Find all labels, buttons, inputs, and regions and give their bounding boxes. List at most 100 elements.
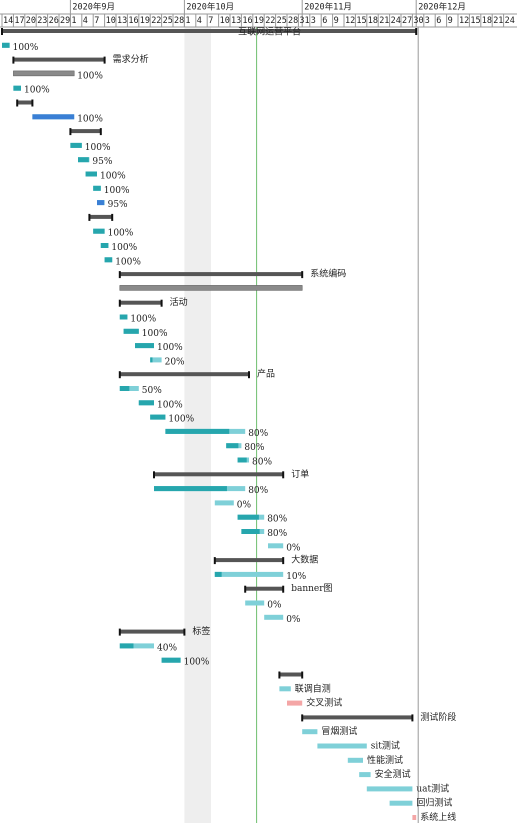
x-tick-label: 17 <box>14 16 24 26</box>
summary-label: banner图 <box>291 583 332 594</box>
progress-label: 100% <box>157 400 183 410</box>
x-tick-label: 22 <box>151 16 161 26</box>
x-tick-label: 29 <box>60 16 70 26</box>
task-progress <box>78 157 89 163</box>
x-tick-label: 26 <box>49 16 59 26</box>
x-tick-label: 22 <box>265 16 275 26</box>
task-label: 性能测试 <box>367 754 403 766</box>
task-progress <box>237 514 259 520</box>
progress-label: 0% <box>267 601 282 611</box>
x-tick-label: 6 <box>322 16 327 26</box>
task-bar <box>317 743 367 749</box>
task-progress <box>154 486 227 492</box>
x-tick-label: 30 <box>413 16 423 26</box>
x-tick-label: 21 <box>379 16 389 26</box>
summary-bar <box>119 300 162 305</box>
progress-label: 100% <box>77 71 103 81</box>
progress-label: 20% <box>165 357 185 367</box>
x-tick-label: 3 <box>425 16 430 26</box>
task-bar <box>302 729 318 735</box>
progress-label: 50% <box>142 386 162 396</box>
progress-label: 80% <box>244 443 264 453</box>
x-tick-label: 27 <box>402 16 412 26</box>
task-bar <box>389 800 413 806</box>
x-tick-label: 9 <box>448 16 453 26</box>
progress-label: 80% <box>267 515 287 525</box>
progress-label: 80% <box>252 458 272 468</box>
summary-bar <box>13 57 105 62</box>
summary-label: 互联网运营平台 <box>238 26 301 38</box>
progress-label: 80% <box>248 486 268 496</box>
x-tick-label: 9 <box>334 16 339 26</box>
task-label: 联调自测 <box>295 682 331 694</box>
x-tick-label: 13 <box>117 16 127 26</box>
progress-label: 0% <box>286 543 301 553</box>
summary-bar <box>279 672 303 677</box>
x-tick-label: 10 <box>106 16 116 26</box>
task-progress <box>135 343 154 349</box>
task-progress <box>93 185 101 191</box>
progress-label: 100% <box>130 315 156 325</box>
progress-label: 100% <box>157 343 183 353</box>
task-progress <box>97 200 105 206</box>
x-tick-label: 4 <box>197 16 202 26</box>
month-label: 2020年12月 <box>418 2 466 13</box>
task-progress <box>241 529 260 534</box>
summary-bar <box>154 472 284 477</box>
task-label: 冒烟测试 <box>321 725 357 737</box>
x-tick-label: 18 <box>482 16 492 26</box>
group-bar <box>13 70 75 77</box>
x-tick-label: 25 <box>277 16 287 26</box>
summary-bar <box>119 629 185 634</box>
task-bar <box>245 600 265 606</box>
x-tick-label: 10 <box>220 16 230 26</box>
progress-label: 100% <box>104 186 130 196</box>
progress-label: 80% <box>267 529 287 539</box>
task-bar <box>279 686 291 692</box>
x-tick-label: 28 <box>288 16 298 26</box>
summary-label: 系统编码 <box>310 268 346 280</box>
task-progress <box>150 414 166 420</box>
x-tick-label: 3 <box>311 16 316 26</box>
task-bar <box>214 500 234 506</box>
task-label: 回归测试 <box>416 797 452 809</box>
background-layer <box>184 27 419 823</box>
task-progress <box>161 657 181 663</box>
x-tick-label: 4 <box>83 16 88 26</box>
month-label: 2020年9月 <box>72 2 115 13</box>
x-tick-label: 15 <box>356 16 366 26</box>
task-bar <box>214 571 284 577</box>
month-label: 2020年10月 <box>186 2 234 13</box>
x-tick-label: 25 <box>163 16 173 26</box>
summary-bar <box>17 100 33 105</box>
summary-bar <box>70 129 101 134</box>
x-tick-label: 16 <box>242 16 252 26</box>
progress-label: 95% <box>108 200 128 210</box>
task-progress <box>138 400 154 406</box>
progress-label: 100% <box>115 257 141 267</box>
x-tick-label: 23 <box>37 16 47 26</box>
progress-label: 0% <box>237 500 252 510</box>
task-progress <box>32 114 75 120</box>
task-progress <box>226 443 239 449</box>
summary-label: 标签 <box>192 625 210 637</box>
task-bar <box>150 357 162 363</box>
summary-bar <box>245 586 284 591</box>
task-progress <box>104 257 113 263</box>
progress-label: 100% <box>100 172 126 182</box>
task-label: 交叉测试 <box>306 697 342 709</box>
summary-bar <box>119 272 303 277</box>
x-tick-label: 12 <box>459 16 469 26</box>
x-tick-label: 19 <box>254 16 264 26</box>
task-bar <box>264 614 284 620</box>
x-tick-label: 12 <box>345 16 355 26</box>
summary-bar <box>302 715 413 720</box>
x-tick-label: 28 <box>174 16 184 26</box>
summary-label: 测试阶段 <box>420 711 456 723</box>
task-progress <box>165 428 230 434</box>
summary-label: 产品 <box>257 368 275 380</box>
progress-label: 95% <box>92 157 112 167</box>
x-tick-label: 18 <box>368 16 378 26</box>
task-label: 系统上线 <box>420 811 456 823</box>
